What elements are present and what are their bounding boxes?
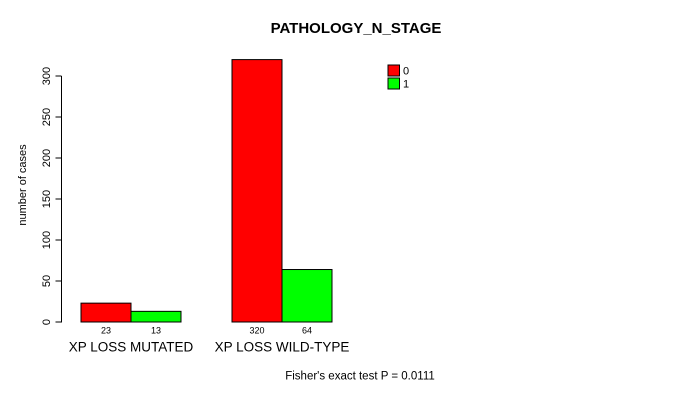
bar-value-label: 23: [101, 326, 111, 336]
y-tick-label: 100: [41, 231, 53, 249]
bar: [281, 269, 333, 323]
legend-swatch-1: [387, 77, 400, 90]
y-tick-label: 0: [41, 319, 53, 325]
bar: [130, 310, 182, 323]
y-tick-label: 150: [41, 190, 53, 208]
x-category-label: XP LOSS MUTATED: [69, 340, 194, 355]
footer-note: Fisher's exact test P = 0.0111: [285, 371, 435, 383]
bar-value-label: 13: [151, 326, 161, 336]
legend: 0 1: [387, 64, 409, 91]
legend-label-0: 0: [403, 66, 409, 78]
y-axis: 0 50 100 150 200 250 300: [41, 67, 62, 325]
y-tick-label: 300: [41, 67, 53, 85]
bar: [80, 302, 132, 323]
y-tick-label: 250: [41, 108, 53, 126]
bar-value-label: 320: [249, 326, 264, 336]
legend-label-1: 1: [403, 79, 409, 91]
bars: [80, 59, 333, 323]
bar-value-labels: 23 13 320 64: [101, 326, 312, 336]
bar-value-label: 64: [302, 326, 312, 336]
x-category-label: XP LOSS WILD-TYPE: [215, 340, 350, 355]
y-tick-label: 200: [41, 149, 53, 167]
x-category-labels: XP LOSS MUTATED XP LOSS WILD-TYPE: [69, 340, 350, 355]
legend-swatch-0: [387, 64, 400, 77]
bar: [231, 59, 283, 323]
chart-title: PATHOLOGY_N_STAGE: [271, 20, 442, 37]
y-axis-title: number of cases: [17, 144, 29, 226]
y-tick-label: 50: [41, 275, 53, 287]
